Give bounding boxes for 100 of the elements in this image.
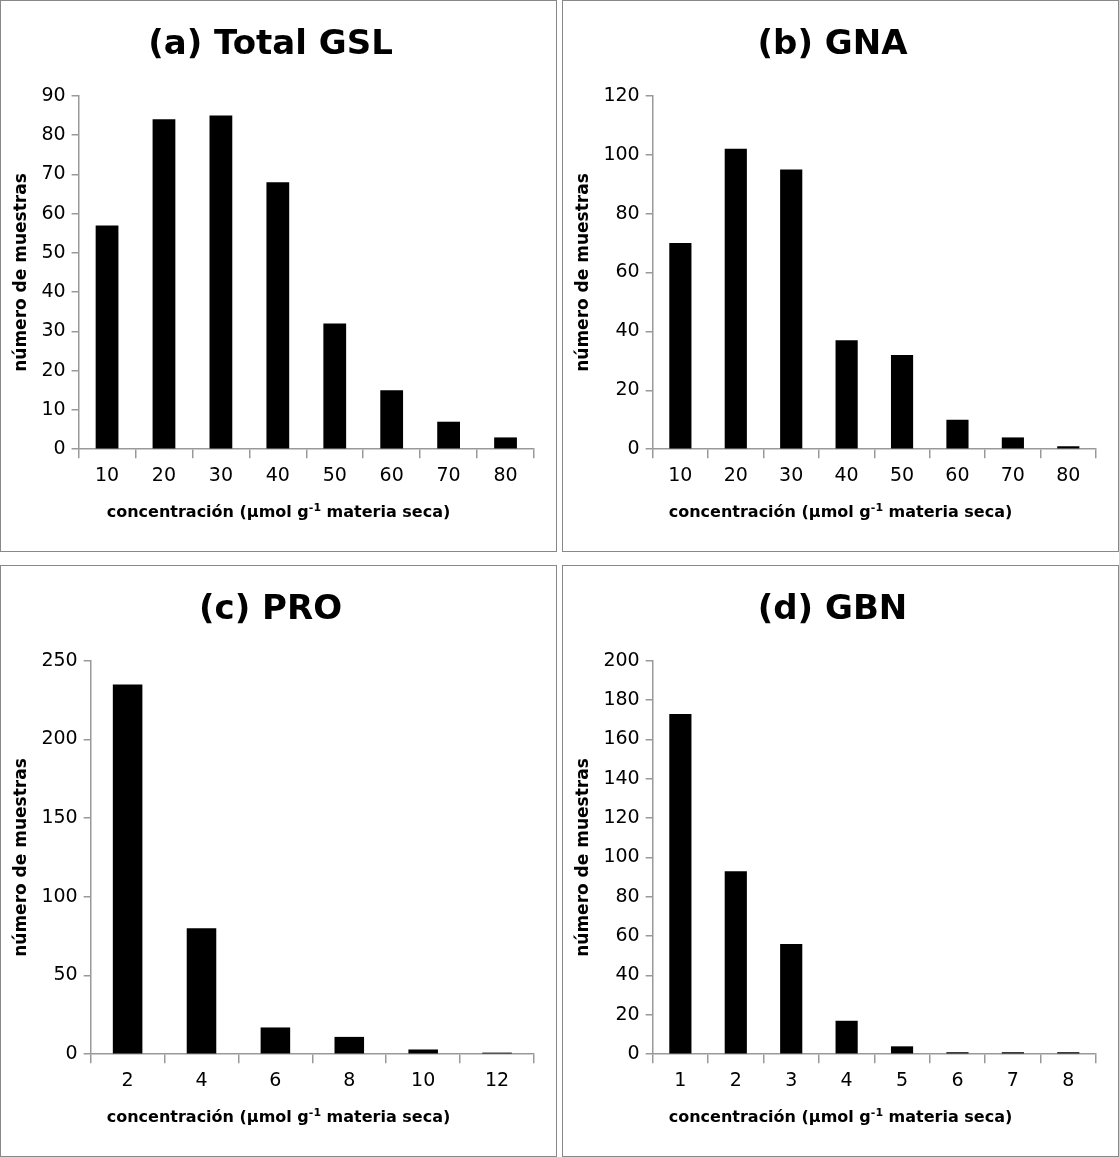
y-tick-label: 80 xyxy=(41,122,66,144)
bar xyxy=(260,1027,291,1054)
x-tick-label: 50 xyxy=(889,462,915,485)
bar xyxy=(334,1036,365,1054)
x-tick-label: 80 xyxy=(493,462,518,485)
x-tick-label: 40 xyxy=(265,462,290,485)
x-tick-label: 70 xyxy=(436,462,461,485)
bar xyxy=(380,390,404,449)
y-tick-label: 20 xyxy=(615,377,640,400)
y-axis-title: número de muestras xyxy=(9,758,30,957)
y-tick-label: 100 xyxy=(41,883,78,906)
x-tick-label: 2 xyxy=(729,1067,742,1090)
bar xyxy=(835,340,858,449)
x-tick-label: 70 xyxy=(1000,462,1025,485)
y-tick-label: 60 xyxy=(615,923,640,946)
x-tick-label: 10 xyxy=(411,1067,436,1090)
bar xyxy=(724,148,747,449)
x-tick-label: 40 xyxy=(834,462,859,485)
bar xyxy=(724,871,747,1054)
y-tick-label: 50 xyxy=(53,962,78,985)
bar xyxy=(835,1020,858,1054)
y-tick-label: 40 xyxy=(41,279,66,302)
bar xyxy=(780,169,803,449)
x-axis-title: concentración (µmol g$^{-1}$ materia seca) xyxy=(105,1106,452,1127)
y-tick-label: 40 xyxy=(615,962,640,985)
y-tick-label: 40 xyxy=(615,318,640,341)
x-tick-label: 20 xyxy=(151,462,177,485)
y-tick-label: 0 xyxy=(53,436,66,459)
x-tick-label: 10 xyxy=(94,462,120,485)
y-tick-label: 160 xyxy=(603,726,640,749)
y-tick-label: 20 xyxy=(41,357,66,380)
x-axis-title: concentración (µmol g$^{-1}$ materia seca) xyxy=(105,501,452,522)
y-tick-label: 0 xyxy=(65,1041,78,1064)
y-tick-label: 200 xyxy=(603,647,640,670)
y-axis-title: número de muestras xyxy=(571,758,592,957)
x-tick-label: 6 xyxy=(951,1067,964,1090)
bar xyxy=(946,419,969,449)
x-tick-label: 1 xyxy=(674,1067,687,1090)
x-tick-label: 30 xyxy=(208,462,233,485)
bar xyxy=(112,684,143,1054)
y-tick-label: 60 xyxy=(615,259,640,282)
y-tick-label: 250 xyxy=(41,647,78,670)
y-tick-label: 80 xyxy=(615,883,640,906)
x-tick-label: 7 xyxy=(1006,1067,1019,1090)
bar xyxy=(890,1046,914,1054)
bar xyxy=(669,713,692,1054)
y-tick-label: 20 xyxy=(615,1001,640,1024)
y-tick-label: 150 xyxy=(41,805,78,828)
x-axis-title: concentración (µmol g$^{-1}$ materia seca) xyxy=(667,501,1014,522)
chart-title: (a) Total GSL xyxy=(148,22,393,63)
bar xyxy=(209,115,233,449)
y-tick-label: 200 xyxy=(41,726,78,749)
x-axis-title: concentración (µmol g$^{-1}$ materia seca) xyxy=(667,1106,1014,1127)
x-tick-label: 20 xyxy=(723,462,748,485)
x-tick-label: 3 xyxy=(785,1067,798,1090)
bar xyxy=(186,928,217,1054)
bar xyxy=(152,119,176,449)
y-tick-label: 0 xyxy=(627,436,640,459)
x-tick-label: 80 xyxy=(1056,462,1081,485)
bar xyxy=(669,243,692,449)
x-tick-label: 12 xyxy=(484,1067,510,1090)
bar xyxy=(780,944,803,1054)
y-tick-label: 180 xyxy=(603,687,640,710)
x-tick-label: 6 xyxy=(269,1067,282,1090)
x-tick-label: 60 xyxy=(945,462,970,485)
y-tick-label: 10 xyxy=(41,396,66,419)
bar xyxy=(494,437,517,449)
y-tick-label: 100 xyxy=(603,844,640,867)
bar xyxy=(95,225,119,449)
y-tick-label: 0 xyxy=(627,1041,640,1064)
bar xyxy=(408,1049,438,1054)
x-tick-label: 60 xyxy=(379,462,404,485)
y-tick-label: 70 xyxy=(41,161,66,184)
x-tick-label: 50 xyxy=(322,462,347,485)
chart-title: (d) GBN xyxy=(757,587,908,628)
x-tick-label: 2 xyxy=(121,1067,134,1090)
y-tick-label: 80 xyxy=(615,200,640,223)
y-tick-label: 60 xyxy=(41,200,66,223)
y-tick-label: 50 xyxy=(41,239,66,262)
x-tick-label: 10 xyxy=(668,462,693,485)
bar xyxy=(266,182,290,449)
y-tick-label: 30 xyxy=(41,318,66,341)
bar xyxy=(437,421,460,449)
y-tick-label: 90 xyxy=(41,82,66,105)
x-tick-label: 8 xyxy=(343,1067,356,1090)
bar xyxy=(323,323,347,449)
bar xyxy=(1001,437,1024,449)
x-tick-label: 30 xyxy=(779,462,804,485)
x-tick-label: 4 xyxy=(195,1067,208,1090)
bar xyxy=(890,354,914,449)
y-tick-label: 120 xyxy=(603,82,640,105)
y-tick-label: 120 xyxy=(603,805,640,828)
y-axis-title: número de muestras xyxy=(9,173,30,372)
bar xyxy=(1057,446,1080,449)
x-tick-label: 8 xyxy=(1062,1067,1075,1090)
y-tick-label: 140 xyxy=(603,765,640,788)
y-axis-title: número de muestras xyxy=(571,173,592,372)
x-tick-label: 4 xyxy=(840,1067,853,1090)
chart-title: (c) PRO xyxy=(198,587,343,628)
x-tick-label: 5 xyxy=(895,1067,909,1090)
